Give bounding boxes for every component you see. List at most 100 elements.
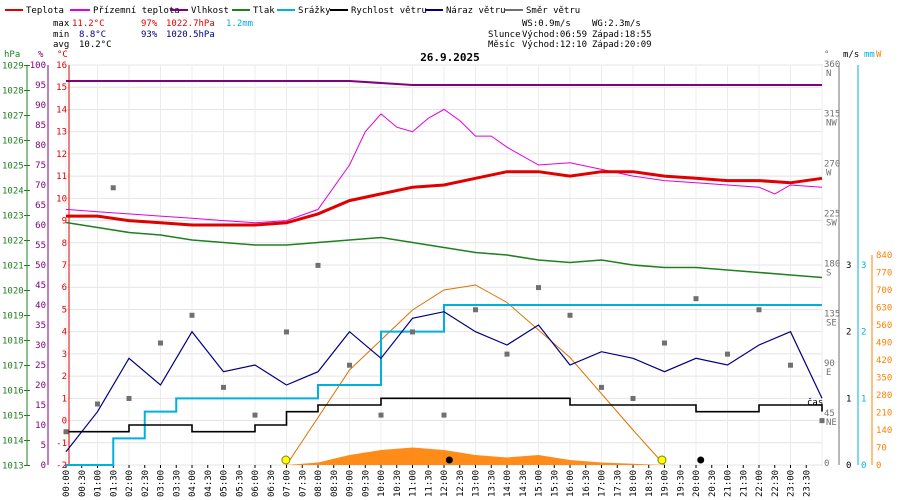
stats-min-label: min [53, 30, 69, 40]
tick-label-dir-compass: SE [826, 318, 837, 328]
wind-speed-line [66, 397, 823, 433]
tick-label-pct: 35 [35, 321, 46, 331]
tick-label-x: 20:30 [708, 470, 718, 497]
tick-label-x: 20:00 [692, 470, 702, 497]
tick-label-hpa: 1027 [2, 112, 24, 122]
tick-label-x: 06:00 [251, 470, 261, 497]
tick-label-x: 23:30 [802, 470, 812, 497]
tick-label-x: 14:00 [503, 470, 513, 497]
tick-label-x: 10:30 [393, 470, 403, 497]
tick-label-pct: 45 [35, 281, 46, 291]
tick-label-x: 00:30 [78, 470, 88, 497]
tick-label-dir-compass: W [826, 169, 832, 179]
tick-label-dir-compass: SW [826, 219, 837, 229]
tick-label-hpa: 1018 [2, 337, 24, 347]
tick-label-hpa: 1014 [2, 437, 24, 447]
tick-label-dir-compass: NE [826, 418, 837, 428]
tick-label-x: 17:30 [613, 470, 623, 497]
axes-layer: 1029102810271026102510241023102210211020… [2, 60, 892, 497]
tick-label-x: 04:00 [188, 470, 198, 497]
tick-label-x: 17:00 [598, 470, 608, 497]
tick-label-x: 19:30 [676, 470, 686, 497]
tick-label-x: 05:00 [220, 470, 230, 497]
tick-label-hpa: 1020 [2, 287, 24, 297]
tick-label-x: 22:30 [771, 470, 781, 497]
rain-line [66, 304, 822, 466]
tick-label-x: 06:30 [267, 470, 277, 497]
tick-label-x: 19:00 [661, 470, 671, 497]
wind-direction-point [819, 418, 825, 424]
tick-label-hpa: 1025 [2, 162, 24, 172]
tick-label-x: 09:00 [346, 470, 356, 497]
markers-layer [281, 455, 705, 465]
tick-label-x: 01:00 [94, 470, 104, 497]
tick-label-temp: 8 [62, 239, 67, 249]
wind-direction-point [441, 412, 447, 418]
stats-max-label: max [53, 19, 70, 29]
wind-direction-point [599, 384, 604, 390]
tick-label-x: 10:00 [377, 470, 387, 497]
moon-label: Měsíc [488, 40, 515, 50]
tick-label-x: 21:00 [724, 470, 734, 497]
tick-label-dir: 135 [824, 309, 840, 319]
stats-min-pres: 1020.5hPa [166, 30, 215, 40]
axis-unit-w: W [876, 50, 882, 60]
tick-label-x: 15:30 [550, 470, 560, 497]
sun-set: Západ:18:55 [592, 30, 652, 40]
tick-label-temp: 2 [62, 372, 67, 382]
tick-label-pct: 95 [35, 81, 46, 91]
wind-direction-point [410, 329, 415, 335]
stats-max-pres: 1022.7hPa [166, 19, 215, 29]
tick-label-x: 08:00 [314, 470, 324, 497]
wind-direction-point [252, 412, 258, 418]
tick-label-w: 210 [876, 409, 892, 419]
tick-label-pct: 100 [30, 61, 46, 71]
axis-unit-mm: mm [864, 50, 875, 60]
legend-label-ground-temperature: Přízemní teplota [93, 6, 180, 16]
wind-direction-point [756, 307, 762, 313]
stats-avg-temp: 10.2°C [79, 40, 112, 50]
axis-unit-dir: ° [824, 50, 829, 60]
wind-direction-point [158, 340, 163, 346]
tick-label-x: 21:30 [739, 470, 749, 497]
stats-min-hum: 93% [141, 30, 158, 40]
tick-label-dir-compass: E [826, 368, 831, 378]
wind-direction-point [315, 262, 321, 268]
tick-label-w: 280 [876, 391, 892, 401]
tick-label-x: 15:00 [535, 470, 545, 497]
wind-direction-point [189, 312, 195, 318]
pressure-line [65, 221, 823, 279]
tick-label-dir: 90 [824, 359, 835, 369]
stats-max-temp: 11.2°C [72, 19, 105, 29]
tick-label-w: 0 [876, 461, 881, 471]
tick-label-hpa: 1026 [2, 137, 24, 147]
tick-label-x: 05:30 [235, 470, 245, 497]
tick-label-temp: 6 [62, 283, 67, 293]
tick-label-pct: 50 [35, 261, 46, 271]
moonrise-moonset-marker [697, 456, 705, 464]
tick-label-x: 18:00 [629, 470, 639, 497]
legend-label-wind-gust: Náraz větru [446, 6, 506, 16]
tick-label-dir: 180 [824, 259, 840, 269]
tick-label-dir: 0 [824, 459, 829, 469]
tick-label-pct: 20 [35, 381, 46, 391]
stats-max-hum: 97% [141, 19, 158, 29]
wind-direction-point [110, 185, 116, 191]
stats-min-temp: 8.8°C [79, 30, 106, 40]
tick-label-ms: 2 [846, 328, 851, 338]
tick-label-x: 13:00 [472, 470, 482, 497]
tick-label-dir-compass: N [826, 69, 831, 79]
tick-label-pct: 65 [35, 201, 46, 211]
axis-unit-hpa: hPa [4, 50, 20, 60]
tick-label-pct: 25 [35, 361, 46, 371]
tick-label-pct: 15 [35, 401, 46, 411]
tick-label-hpa: 1022 [2, 237, 24, 247]
humidity-line [66, 80, 822, 86]
tick-label-pct: 75 [35, 161, 46, 171]
legend: Teplota Přízemní teplota Vlhkost Tlak Sr… [5, 6, 580, 16]
info-block: WS:0.9m/s WG:2.3m/s Slunce Východ:06:59 … [488, 19, 652, 50]
tick-label-hpa: 1029 [2, 62, 24, 72]
tick-label-x: 02:30 [141, 470, 151, 497]
